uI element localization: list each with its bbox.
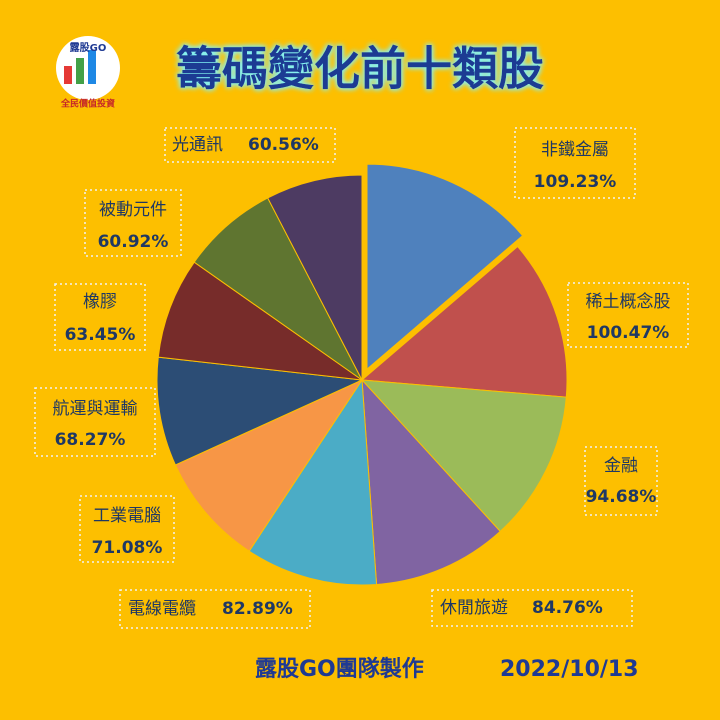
legend-label: 休閒旅遊	[440, 598, 508, 618]
logo: 露股GO 全民價值投資	[56, 36, 120, 110]
legend-label: 橡膠	[83, 292, 117, 312]
pie-slice	[174, 378, 364, 552]
pie-slice	[360, 245, 568, 398]
logo-bar	[88, 50, 96, 84]
value-label: 94.68%	[586, 487, 657, 507]
value-label: 109.23%	[534, 172, 617, 192]
legend-label: 航運與運輸	[53, 399, 138, 419]
pie-slice	[361, 378, 501, 586]
legend-label: 電線電纜	[128, 599, 196, 619]
label-box	[584, 446, 658, 516]
legend-label: 稀土概念股	[586, 291, 671, 312]
label-box	[164, 127, 336, 163]
value-label: 84.76%	[532, 598, 603, 618]
pie-slice	[248, 378, 378, 586]
label-box	[54, 283, 146, 351]
value-label: 68.27%	[55, 430, 126, 450]
value-label: 100.47%	[587, 323, 670, 343]
date: 2022/10/13	[500, 657, 639, 682]
legend-label: 被動元件	[99, 200, 167, 220]
pie	[156, 163, 568, 586]
label-box	[79, 495, 175, 563]
label-box	[431, 589, 633, 627]
pie-slice	[360, 379, 567, 533]
value-label: 71.08%	[92, 538, 163, 558]
logo-name: 露股GO	[70, 41, 107, 54]
value-label: 82.89%	[222, 599, 293, 619]
value-label: 63.45%	[65, 325, 136, 345]
label-box	[514, 127, 636, 199]
chart-title: 籌碼變化前十類股	[176, 42, 544, 96]
logo-slogan: 全民價值投資	[60, 98, 115, 110]
logo-bar	[64, 66, 72, 84]
legend-label: 光通訊	[172, 135, 223, 155]
legend-label: 非鐵金屬	[541, 140, 609, 160]
pie-slice	[157, 261, 363, 381]
label-box	[34, 387, 156, 457]
legend-label: 金融	[604, 456, 638, 476]
label-box	[567, 282, 689, 348]
pie-slice	[267, 174, 363, 381]
labels: 非鐵金屬 109.23% 稀土概念股 100.47% 金融 94.68% 休閒旅遊 84.76…	[34, 127, 689, 629]
footer: 露股GO團隊製作	[255, 656, 424, 682]
value-label: 60.92%	[98, 232, 169, 252]
pie-slice	[193, 197, 363, 381]
pie-slice	[366, 163, 524, 371]
label-box	[119, 589, 311, 629]
pie-slice	[156, 356, 364, 466]
label-box	[84, 189, 182, 257]
logo-bar	[76, 58, 84, 84]
legend-label: 工業電腦	[93, 506, 161, 526]
value-label: 60.56%	[248, 135, 319, 155]
